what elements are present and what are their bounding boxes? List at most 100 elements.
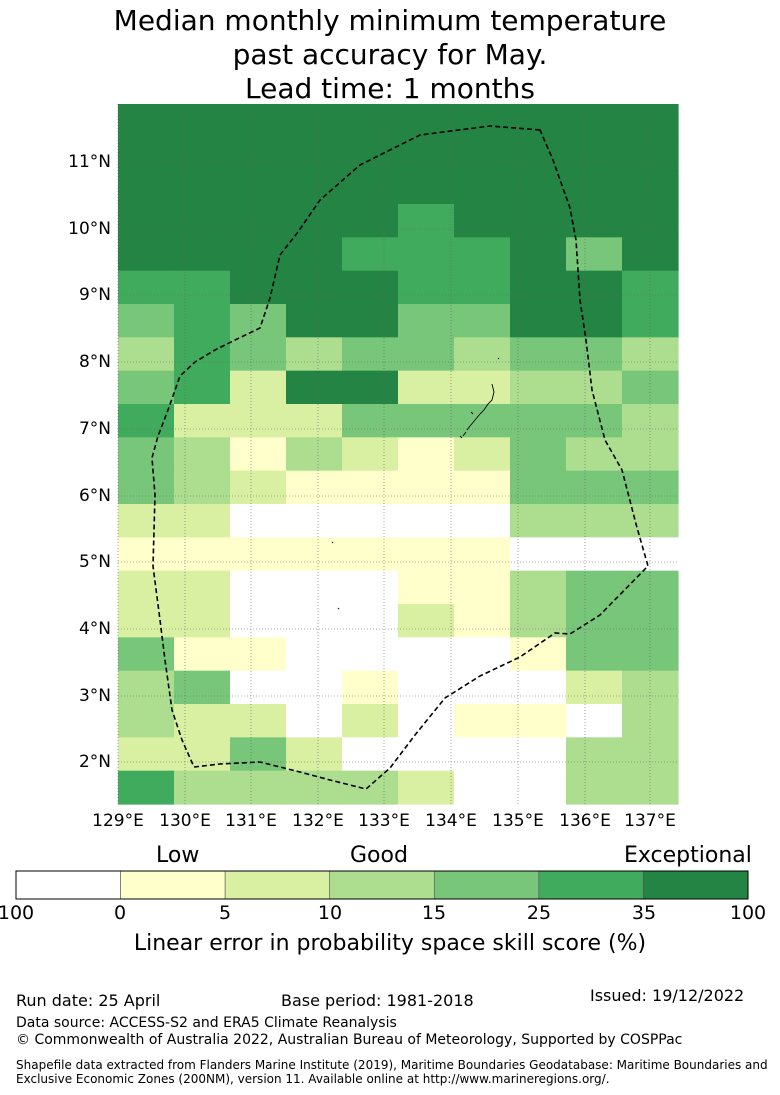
run-date: Run date: 25 April	[16, 991, 161, 1010]
grid-cell	[398, 470, 455, 505]
grid-cell	[174, 137, 231, 172]
grid-cell	[286, 237, 343, 272]
grid-cell	[622, 704, 679, 738]
grid-cell	[566, 304, 623, 338]
colorbar-segment	[329, 870, 435, 900]
grid-cell	[510, 570, 567, 605]
grid-cell	[174, 437, 231, 472]
colorbar-tick-label: 35	[631, 902, 657, 924]
grid-cell	[454, 237, 511, 272]
grid-cell	[454, 437, 511, 472]
grid-cell	[286, 370, 343, 405]
grid-cell	[398, 637, 455, 672]
grid-cell	[286, 137, 343, 172]
grid-cell	[510, 170, 567, 205]
grid-cell	[286, 570, 343, 605]
grid-cell	[454, 504, 511, 538]
grid-cell	[342, 104, 399, 138]
grid-cell	[566, 570, 623, 605]
grid-cell	[454, 604, 511, 638]
grid-cell	[174, 604, 231, 638]
grid-cell	[286, 170, 343, 205]
grid-cell	[622, 737, 679, 772]
grid-cell	[230, 237, 287, 272]
title-line-1: Median monthly minimum temperature	[113, 4, 667, 37]
grid-cell	[118, 604, 175, 638]
grid-cell	[118, 170, 175, 205]
grid-cell	[398, 504, 455, 538]
grid-cell	[398, 437, 455, 472]
grid-cell	[118, 737, 175, 772]
eez-boundary	[151, 125, 649, 790]
lat-label: 7°N	[78, 419, 111, 439]
grid-cell	[174, 270, 231, 305]
grid-cell	[342, 137, 399, 172]
colorbar-segment	[120, 870, 226, 900]
grid-cell	[622, 637, 679, 672]
grid-cell	[454, 204, 511, 238]
grid-cell	[398, 604, 455, 638]
grid-cell	[398, 537, 455, 572]
grid-cell	[118, 137, 175, 172]
colorbar-segment	[433, 870, 540, 900]
grid-cell	[566, 270, 623, 305]
grid-cell	[566, 137, 623, 172]
grid-cell	[510, 670, 567, 705]
grid-cell	[566, 337, 623, 372]
lon-label: 132°E	[292, 811, 344, 831]
grid-cell	[118, 304, 175, 338]
lon-label: 137°E	[624, 811, 676, 831]
colorbar-tick-label: 100	[729, 902, 767, 924]
grid-cell	[566, 170, 623, 205]
base-period: Base period: 1981-2018	[281, 991, 474, 1010]
grid-cell	[118, 337, 175, 372]
grid-cell	[118, 104, 175, 138]
grid-cell	[230, 204, 287, 238]
lat-label: 6°N	[78, 486, 111, 506]
category-good-label: Good	[350, 843, 408, 868]
grid-cell	[622, 337, 679, 372]
grid-cell	[342, 404, 399, 438]
grid-cell	[622, 104, 679, 138]
grid-cell	[398, 570, 455, 605]
grid-cell	[566, 404, 623, 438]
grid-cell	[622, 670, 679, 705]
grid-cell	[118, 704, 175, 738]
grid-cell	[174, 570, 231, 605]
lat-label: 3°N	[78, 686, 111, 706]
grid-cell	[230, 670, 287, 705]
grid-cell	[510, 504, 567, 538]
grid-cell	[510, 137, 567, 172]
colorbar-tick-label: 10	[317, 902, 343, 924]
grid-cell	[174, 170, 231, 205]
grid-cell	[566, 470, 623, 505]
grid-cell	[510, 337, 567, 372]
colorbar-frame	[15, 870, 749, 900]
grid-cell	[566, 770, 623, 805]
grid-cell	[454, 337, 511, 372]
colorbar-segment	[643, 870, 749, 900]
grid-cell	[230, 304, 287, 338]
grid-cell	[174, 637, 231, 672]
grid-cell	[230, 704, 287, 738]
lon-label: 133°E	[358, 811, 410, 831]
grid-cell	[510, 237, 567, 272]
category-exceptional-label: Exceptional	[624, 843, 752, 868]
grid-cell	[566, 637, 623, 672]
grid-cell	[286, 437, 343, 472]
grid-cell	[342, 370, 399, 405]
grid-cell	[342, 537, 399, 572]
grid-cell	[230, 637, 287, 672]
grid-cell	[118, 504, 175, 538]
grid-cell	[342, 237, 399, 272]
grid-cell	[174, 304, 231, 338]
grid-cell	[454, 270, 511, 305]
colorbar-segment	[538, 870, 644, 900]
grid-cell	[286, 270, 343, 305]
grid-cell	[342, 704, 399, 738]
grid-cell	[510, 437, 567, 472]
lat-label: 10°N	[68, 219, 111, 239]
grid-cell	[398, 137, 455, 172]
grid-cell	[286, 737, 343, 772]
